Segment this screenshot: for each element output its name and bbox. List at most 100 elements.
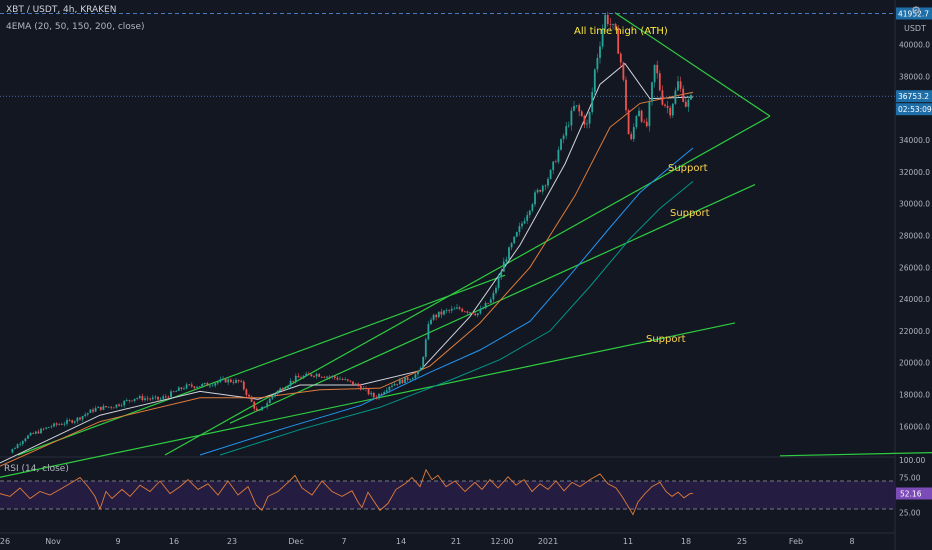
candle-body [505, 259, 508, 262]
time-tick-label: 16 [169, 537, 179, 546]
candle-body [268, 398, 271, 404]
candle-body [482, 308, 484, 310]
candle-body [406, 377, 409, 381]
candle-body [16, 444, 19, 449]
candle-body [391, 385, 393, 387]
candle-body [502, 261, 505, 272]
candle-body [229, 379, 232, 382]
trendline [779, 452, 932, 457]
candle-body [206, 383, 209, 386]
candle-body [487, 303, 490, 304]
candle-body [42, 428, 45, 430]
candle-body [183, 388, 185, 390]
candle-body [567, 125, 570, 127]
price-tick-label: 26000.0 [899, 263, 930, 272]
candle-body [651, 82, 653, 102]
candle-body [245, 389, 248, 395]
candle-body [666, 105, 669, 108]
ema-indicator-label[interactable]: 4EMA (20, 50, 150, 200, close) [6, 22, 145, 32]
candle-body [79, 417, 81, 420]
candle-body [307, 373, 310, 375]
time-tick-label: 21 [451, 537, 461, 546]
candle-body [500, 271, 503, 278]
candle-body [645, 121, 648, 127]
candle-body [40, 428, 42, 434]
candle-body [554, 161, 557, 163]
time-tick-label: 23 [227, 537, 237, 546]
candle-body [167, 396, 170, 398]
candle-body [531, 204, 534, 211]
candle-body [484, 303, 487, 309]
time-tick-label: 14 [396, 537, 406, 546]
candle-body [557, 149, 560, 162]
candle-body [448, 310, 451, 312]
candle-body [190, 384, 193, 387]
candle-body [19, 443, 22, 445]
candle-body [599, 46, 601, 58]
candle-body [643, 121, 646, 123]
candle-body [115, 404, 118, 408]
candle-body [162, 396, 165, 399]
candle-body [50, 426, 53, 428]
candle-body [71, 420, 74, 423]
candle-body [58, 424, 61, 426]
candle-body [684, 101, 687, 107]
candle-body [123, 400, 126, 406]
candle-body [47, 427, 50, 428]
candle-body [242, 381, 245, 390]
last-price-label-bg [896, 90, 932, 103]
symbol-title[interactable]: XBT / USDT, 4h, KRAKEN [6, 5, 117, 15]
time-axis[interactable]: 26 Nov 9 16 23 Dec 7 14 21 12:00 2021 11 18 25 Feb 8 [0, 537, 855, 546]
rsi-indicator-label[interactable]: RSI (14, close) [4, 464, 69, 474]
candle-body [29, 432, 32, 436]
candle-body [164, 396, 167, 398]
candle-body [461, 308, 464, 312]
price-tick-label: 24000.0 [899, 295, 930, 304]
candle-body [159, 398, 162, 400]
candle-body [102, 406, 105, 410]
candle-body [632, 127, 635, 140]
candle-body [669, 107, 672, 116]
candle-body [435, 314, 438, 318]
price-tick-label: 28000.0 [899, 231, 930, 240]
candle-body [11, 448, 14, 453]
price-axis[interactable]: 16000.0 18000.0 20000.0 22000.0 24000.0 26000… [896, 7, 932, 518]
candle-body [424, 339, 427, 357]
candle-body [224, 378, 227, 383]
candle-body [539, 189, 542, 192]
candle-body [222, 378, 224, 380]
candle-body [235, 379, 237, 383]
time-tick-label: Dec [288, 537, 303, 546]
trendlines [0, 12, 932, 478]
gear-icon[interactable]: ⚙ [911, 4, 921, 17]
candle-body [674, 90, 677, 104]
candle-body [105, 406, 107, 408]
candle-body [73, 421, 76, 423]
candle-body [541, 185, 544, 192]
candle-body [289, 380, 292, 386]
candle-body [219, 379, 222, 382]
time-tick-label: Nov [45, 537, 61, 546]
candle-body [154, 396, 157, 398]
candle-body [292, 380, 295, 382]
candle-body [619, 53, 622, 63]
candle-body [513, 236, 516, 244]
candle-body [157, 396, 159, 400]
candle-body [591, 91, 594, 112]
time-tick-label: 2021 [538, 537, 558, 546]
candle-body [53, 423, 55, 427]
candle-body [331, 376, 334, 378]
candle-body [614, 23, 617, 30]
candle-body [570, 110, 573, 126]
candle-body [656, 64, 659, 74]
candle-body [604, 14, 607, 30]
candle-body [261, 406, 263, 411]
candle-body [658, 73, 661, 91]
candle-body [398, 379, 401, 385]
candle-body [201, 384, 204, 387]
candle-body [346, 379, 349, 381]
candle-body [627, 110, 630, 135]
rsi-last-label: 52.16 [900, 489, 922, 498]
candle-body [227, 379, 230, 383]
